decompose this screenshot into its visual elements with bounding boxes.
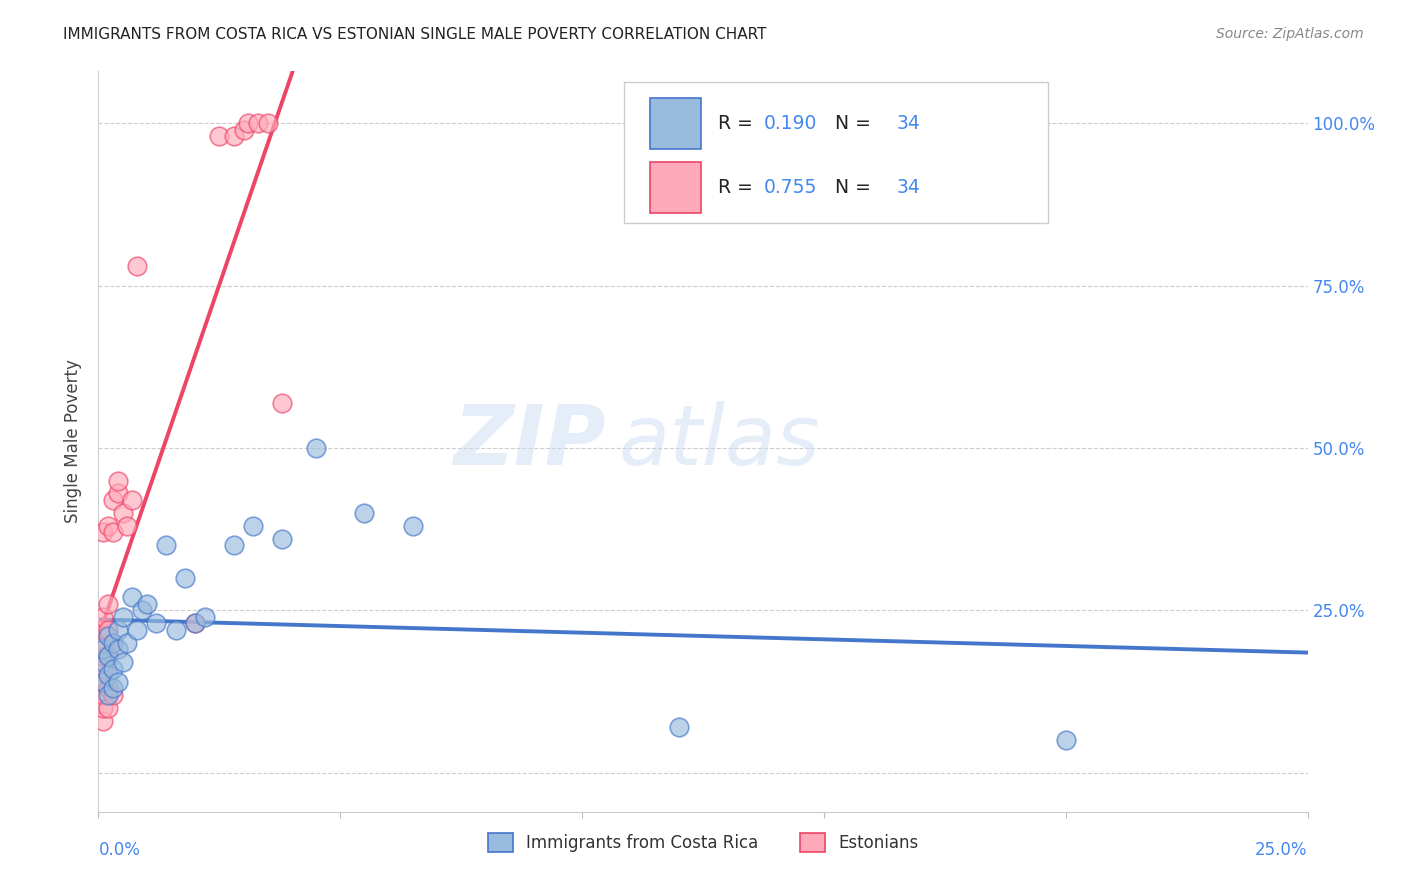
- Point: [111, 656, 134, 670]
- Point: [107, 623, 129, 637]
- Point: [97, 623, 120, 637]
- Point: [222, 538, 245, 552]
- Point: [145, 616, 167, 631]
- Point: [97, 597, 120, 611]
- Text: N =: N =: [817, 178, 876, 197]
- Point: [271, 395, 294, 409]
- Point: [232, 123, 254, 137]
- Point: [135, 597, 157, 611]
- Legend: Immigrants from Costa Rica, Estonians: Immigrants from Costa Rica, Estonians: [481, 826, 925, 859]
- Point: [111, 610, 134, 624]
- Point: [97, 648, 120, 663]
- Text: 0.0%: 0.0%: [98, 841, 141, 859]
- Point: [91, 714, 114, 728]
- Text: Source: ZipAtlas.com: Source: ZipAtlas.com: [1216, 27, 1364, 41]
- Point: [402, 519, 425, 533]
- Y-axis label: Single Male Poverty: Single Male Poverty: [65, 359, 83, 524]
- Point: [91, 636, 114, 650]
- Point: [353, 506, 375, 520]
- Point: [97, 701, 120, 715]
- Point: [256, 116, 278, 130]
- Point: [91, 648, 114, 663]
- Text: N =: N =: [817, 114, 876, 133]
- Point: [107, 474, 129, 488]
- Point: [91, 623, 114, 637]
- Point: [184, 616, 207, 631]
- Point: [101, 493, 124, 508]
- Point: [117, 519, 139, 533]
- Point: [91, 674, 114, 689]
- Point: [111, 506, 134, 520]
- Point: [107, 674, 129, 689]
- Point: [121, 591, 143, 605]
- Point: [107, 642, 129, 657]
- Point: [91, 701, 114, 715]
- Text: IMMIGRANTS FROM COSTA RICA VS ESTONIAN SINGLE MALE POVERTY CORRELATION CHART: IMMIGRANTS FROM COSTA RICA VS ESTONIAN S…: [63, 27, 766, 42]
- Text: 34: 34: [897, 178, 921, 197]
- Text: 25.0%: 25.0%: [1256, 841, 1308, 859]
- Point: [155, 538, 177, 552]
- Point: [91, 662, 114, 676]
- Point: [668, 720, 690, 734]
- Point: [121, 493, 143, 508]
- Text: 0.190: 0.190: [763, 114, 817, 133]
- Text: 0.755: 0.755: [763, 178, 817, 197]
- Point: [91, 674, 114, 689]
- Point: [238, 116, 260, 130]
- Point: [101, 636, 124, 650]
- Point: [305, 441, 328, 455]
- Point: [184, 616, 207, 631]
- Point: [247, 116, 270, 130]
- Point: [127, 623, 149, 637]
- Point: [1054, 733, 1077, 747]
- Point: [97, 688, 120, 702]
- Point: [117, 636, 139, 650]
- Point: [107, 486, 129, 500]
- Point: [101, 681, 124, 696]
- Point: [194, 610, 217, 624]
- Point: [131, 603, 153, 617]
- Point: [91, 642, 114, 657]
- Point: [242, 519, 264, 533]
- Point: [97, 519, 120, 533]
- Text: atlas: atlas: [619, 401, 820, 482]
- Point: [91, 525, 114, 540]
- Point: [91, 610, 114, 624]
- FancyBboxPatch shape: [650, 98, 700, 149]
- Point: [101, 688, 124, 702]
- Text: R =: R =: [717, 178, 758, 197]
- Point: [271, 532, 294, 546]
- Point: [127, 259, 149, 273]
- Text: ZIP: ZIP: [454, 401, 606, 482]
- Point: [97, 668, 120, 682]
- Text: 34: 34: [897, 114, 921, 133]
- FancyBboxPatch shape: [650, 162, 700, 213]
- Point: [91, 688, 114, 702]
- Point: [174, 571, 197, 585]
- Point: [165, 623, 187, 637]
- Point: [101, 662, 124, 676]
- Point: [101, 636, 124, 650]
- Point: [208, 129, 231, 144]
- Point: [97, 629, 120, 643]
- FancyBboxPatch shape: [624, 82, 1047, 223]
- Point: [91, 656, 114, 670]
- Text: R =: R =: [717, 114, 758, 133]
- Point: [101, 525, 124, 540]
- Point: [97, 648, 120, 663]
- Point: [97, 681, 120, 696]
- Point: [222, 129, 245, 144]
